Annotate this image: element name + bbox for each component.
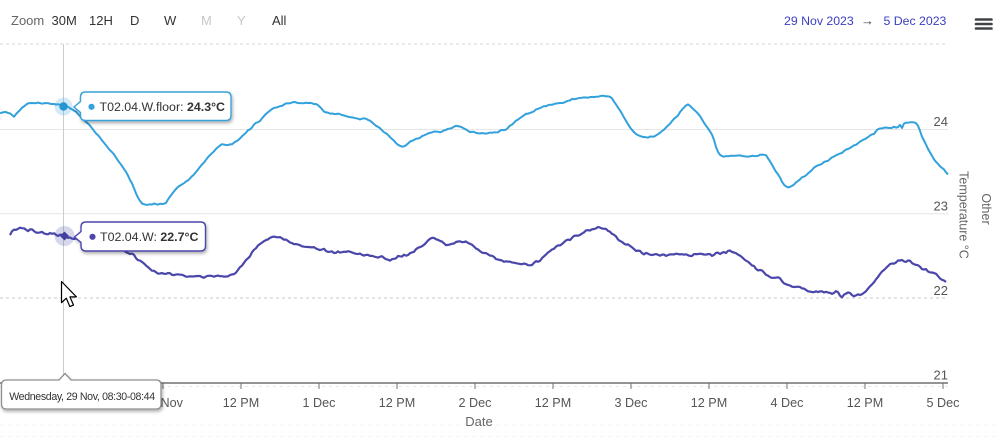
svg-text:5 Dec 2023: 5 Dec 2023 [884,14,947,28]
svg-text:24: 24 [934,114,948,129]
svg-text:1 Dec: 1 Dec [303,396,336,410]
svg-text:12 PM: 12 PM [535,396,571,410]
svg-text:T02.04.W.floor: 24.3°C: T02.04.W.floor: 24.3°C [100,100,226,114]
svg-text:Date: Date [465,414,492,429]
svg-text:W: W [164,13,177,28]
svg-text:29 Nov 2023: 29 Nov 2023 [784,14,854,28]
svg-text:T02.04.W: 22.7°C: T02.04.W: 22.7°C [100,230,198,244]
svg-text:5 Dec: 5 Dec [927,396,960,410]
svg-text:All: All [272,13,287,28]
svg-text:Zoom: Zoom [11,13,44,28]
svg-text:2 Dec: 2 Dec [459,396,492,410]
svg-text:12H: 12H [89,13,113,28]
svg-text:12 PM: 12 PM [691,396,727,410]
svg-text:4 Dec: 4 Dec [771,396,804,410]
svg-text:12 PM: 12 PM [223,396,259,410]
svg-text:Temperature °C: Temperature °C [957,171,971,259]
svg-text:Wednesday, 29 Nov, 08:30-08:44: Wednesday, 29 Nov, 08:30-08:44 [9,391,155,403]
svg-text:D: D [130,13,139,28]
svg-text:Other: Other [979,193,993,224]
svg-text:→: → [861,13,874,28]
svg-text:30M: 30M [52,13,77,28]
svg-text:12 PM: 12 PM [379,396,415,410]
svg-text:22: 22 [934,283,948,298]
svg-text:12 PM: 12 PM [847,396,883,410]
svg-text:23: 23 [934,199,948,214]
svg-text:Y: Y [237,13,246,28]
svg-text:21: 21 [934,368,948,383]
svg-text:M: M [201,13,212,28]
svg-text:3 Dec: 3 Dec [615,396,648,410]
